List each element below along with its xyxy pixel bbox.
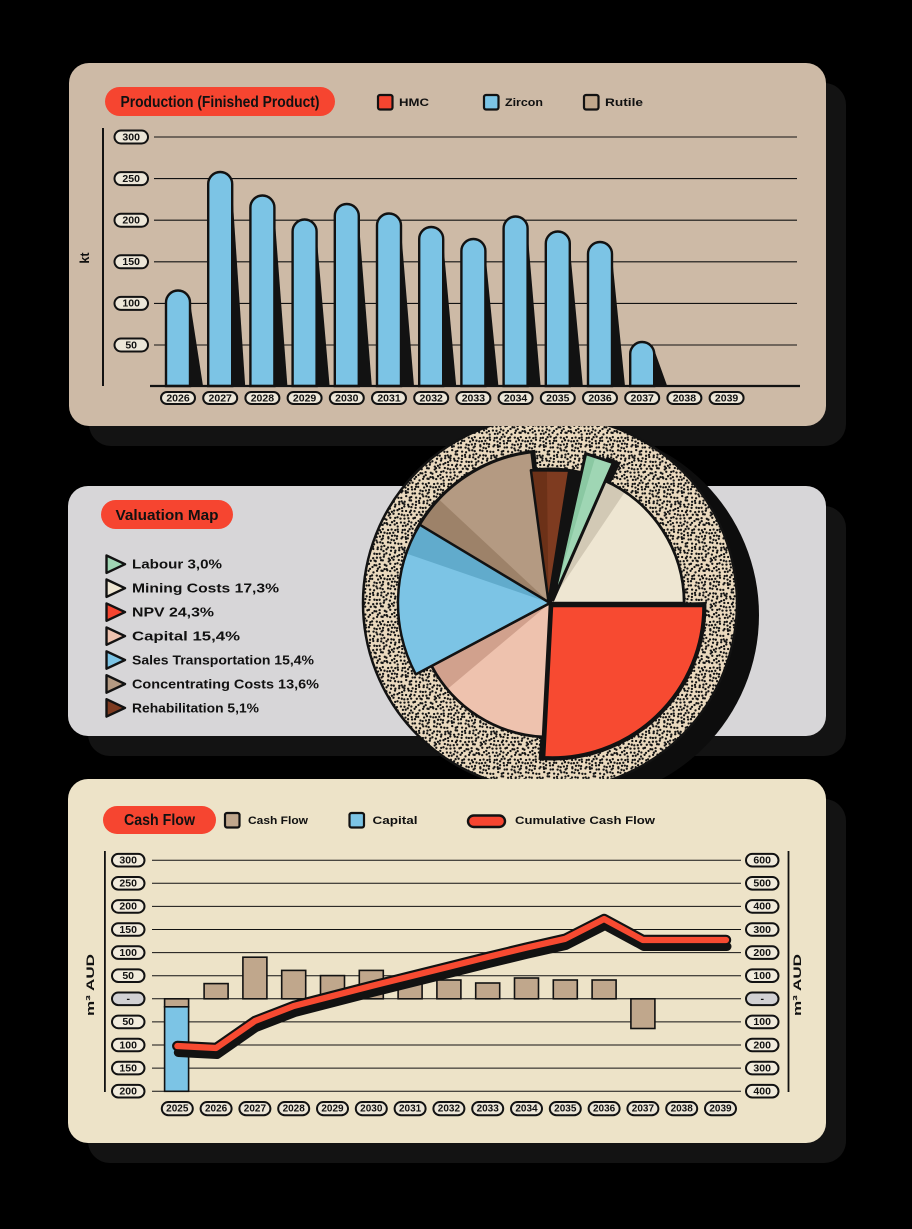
svg-text:Production (Finished Product): Production (Finished Product)	[121, 94, 320, 111]
svg-text:200: 200	[119, 901, 137, 913]
svg-text:2037: 2037	[631, 392, 655, 404]
svg-text:2039: 2039	[709, 1103, 732, 1114]
svg-text:2035: 2035	[554, 1103, 577, 1114]
svg-text:Capital: Capital	[373, 815, 418, 827]
svg-text:2034: 2034	[504, 392, 528, 404]
svg-text:2034: 2034	[515, 1103, 538, 1114]
svg-text:NPV 24,3%: NPV 24,3%	[132, 605, 215, 620]
svg-text:2038: 2038	[671, 1103, 694, 1114]
svg-text:2029: 2029	[293, 392, 317, 404]
svg-text:kt: kt	[78, 252, 92, 264]
svg-text:2030: 2030	[335, 392, 359, 404]
svg-text:150: 150	[119, 924, 137, 936]
svg-text:Cash Flow: Cash Flow	[124, 812, 195, 829]
svg-text:2036: 2036	[593, 1103, 616, 1114]
svg-text:300: 300	[753, 924, 771, 936]
svg-text:2037: 2037	[632, 1103, 655, 1114]
svg-text:2036: 2036	[588, 392, 612, 404]
svg-text:Mining Costs 17,3%: Mining Costs 17,3%	[132, 581, 280, 596]
svg-text:2031: 2031	[377, 392, 401, 404]
svg-text:200: 200	[753, 1039, 771, 1051]
svg-text:2039: 2039	[715, 392, 739, 404]
svg-text:-: -	[126, 993, 130, 1005]
svg-text:2033: 2033	[462, 392, 486, 404]
svg-text:200: 200	[119, 1086, 137, 1098]
svg-text:2038: 2038	[673, 392, 697, 404]
svg-text:50: 50	[122, 1016, 134, 1028]
svg-text:250: 250	[119, 878, 137, 890]
svg-text:100: 100	[753, 1016, 771, 1028]
svg-text:2029: 2029	[321, 1103, 344, 1114]
svg-text:-: -	[760, 993, 764, 1005]
svg-text:150: 150	[119, 1062, 137, 1074]
svg-text:2032: 2032	[438, 1103, 461, 1114]
svg-text:100: 100	[119, 1039, 137, 1051]
svg-text:300: 300	[753, 1062, 771, 1074]
svg-text:2027: 2027	[209, 392, 233, 404]
svg-text:200: 200	[122, 215, 140, 227]
svg-text:2028: 2028	[283, 1103, 306, 1114]
svg-text:m³ AUD: m³ AUD	[85, 954, 97, 1016]
svg-text:300: 300	[119, 855, 137, 867]
svg-text:300: 300	[122, 131, 140, 143]
svg-text:100: 100	[122, 298, 140, 310]
svg-text:Zircon: Zircon	[505, 97, 543, 109]
svg-text:100: 100	[753, 970, 771, 982]
svg-text:200: 200	[753, 947, 771, 959]
svg-text:Labour 3,0%: Labour 3,0%	[132, 557, 223, 572]
svg-text:2032: 2032	[420, 392, 444, 404]
svg-text:Concentrating Costs 13,6%: Concentrating Costs 13,6%	[132, 677, 319, 692]
svg-text:Cumulative Cash Flow: Cumulative Cash Flow	[515, 815, 656, 827]
svg-text:50: 50	[122, 970, 134, 982]
svg-text:Rutile: Rutile	[605, 97, 643, 109]
svg-text:2030: 2030	[360, 1103, 383, 1114]
svg-text:2026: 2026	[166, 392, 190, 404]
svg-text:Cash Flow: Cash Flow	[248, 815, 308, 827]
svg-text:250: 250	[122, 173, 140, 185]
svg-text:100: 100	[119, 947, 137, 959]
svg-text:Sales Transportation 15,4%: Sales Transportation 15,4%	[132, 653, 314, 668]
svg-text:2031: 2031	[399, 1103, 422, 1114]
svg-text:2026: 2026	[205, 1103, 228, 1114]
svg-text:500: 500	[753, 878, 771, 890]
svg-text:400: 400	[753, 1086, 771, 1098]
svg-text:Rehabilitation 5,1%: Rehabilitation 5,1%	[132, 700, 259, 715]
svg-text:600: 600	[753, 855, 771, 867]
svg-text:400: 400	[753, 901, 771, 913]
svg-text:150: 150	[122, 256, 140, 268]
svg-text:2028: 2028	[251, 392, 275, 404]
svg-text:Valuation Map: Valuation Map	[116, 507, 219, 524]
svg-text:2025: 2025	[166, 1103, 189, 1114]
svg-text:2035: 2035	[546, 392, 570, 404]
svg-text:50: 50	[125, 339, 137, 351]
svg-text:Capital 15,4%: Capital 15,4%	[132, 629, 241, 644]
svg-text:HMC: HMC	[399, 97, 429, 109]
svg-text:m³ AUD: m³ AUD	[792, 954, 804, 1016]
svg-text:2027: 2027	[244, 1103, 267, 1114]
svg-text:2033: 2033	[477, 1103, 500, 1114]
